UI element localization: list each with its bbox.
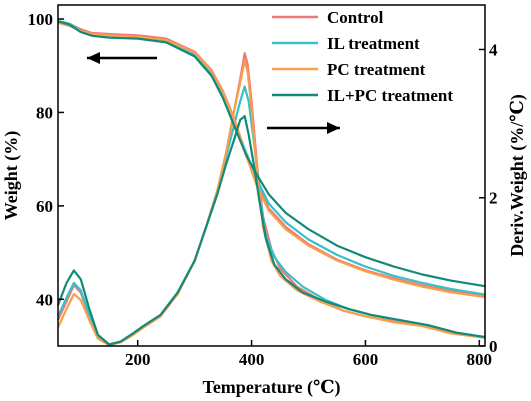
legend-label-2: PC treatment	[327, 60, 426, 79]
weight-line-2	[57, 21, 486, 299]
y-left-tick-label: 40	[36, 290, 53, 309]
y-left-tick-label: 100	[28, 10, 54, 29]
plot-frame	[57, 4, 486, 347]
axis-ticks: 200 400 600 800 40 60 80 100 0 2 4	[28, 10, 499, 369]
series-lines	[56, 19, 486, 347]
deriv-line-3	[56, 115, 486, 346]
legend-label-3: IL+PC treatment	[327, 86, 453, 105]
legend-label-0: Control	[327, 8, 384, 27]
x-tick-label: 600	[353, 350, 379, 369]
deriv-line-2	[56, 59, 486, 347]
deriv-line-1	[57, 85, 486, 346]
weight-line-3	[57, 20, 486, 288]
y-left-tick-label: 80	[36, 103, 53, 122]
x-axis-label: Temperature (℃)	[202, 377, 340, 398]
right-axis-arrow-head	[327, 122, 340, 134]
y-axis-right-label: Deriv.Weight (%/℃)	[507, 94, 528, 257]
axis-arrows	[87, 52, 340, 134]
x-tick-label: 800	[467, 350, 493, 369]
y-right-tick-label: 0	[489, 337, 498, 356]
y-right-tick-label: 2	[489, 189, 498, 208]
left-axis-arrow-head	[87, 52, 100, 64]
x-tick-label: 200	[125, 350, 151, 369]
legend-label-1: IL treatment	[327, 34, 420, 53]
y-left-tick-label: 60	[36, 197, 53, 216]
y-right-tick-label: 4	[489, 40, 498, 59]
legend: Control IL treatment PC treatment IL+PC tre…	[272, 8, 453, 105]
x-tick-label: 400	[239, 350, 265, 369]
y-axis-left-label: Weight (%)	[1, 131, 22, 221]
